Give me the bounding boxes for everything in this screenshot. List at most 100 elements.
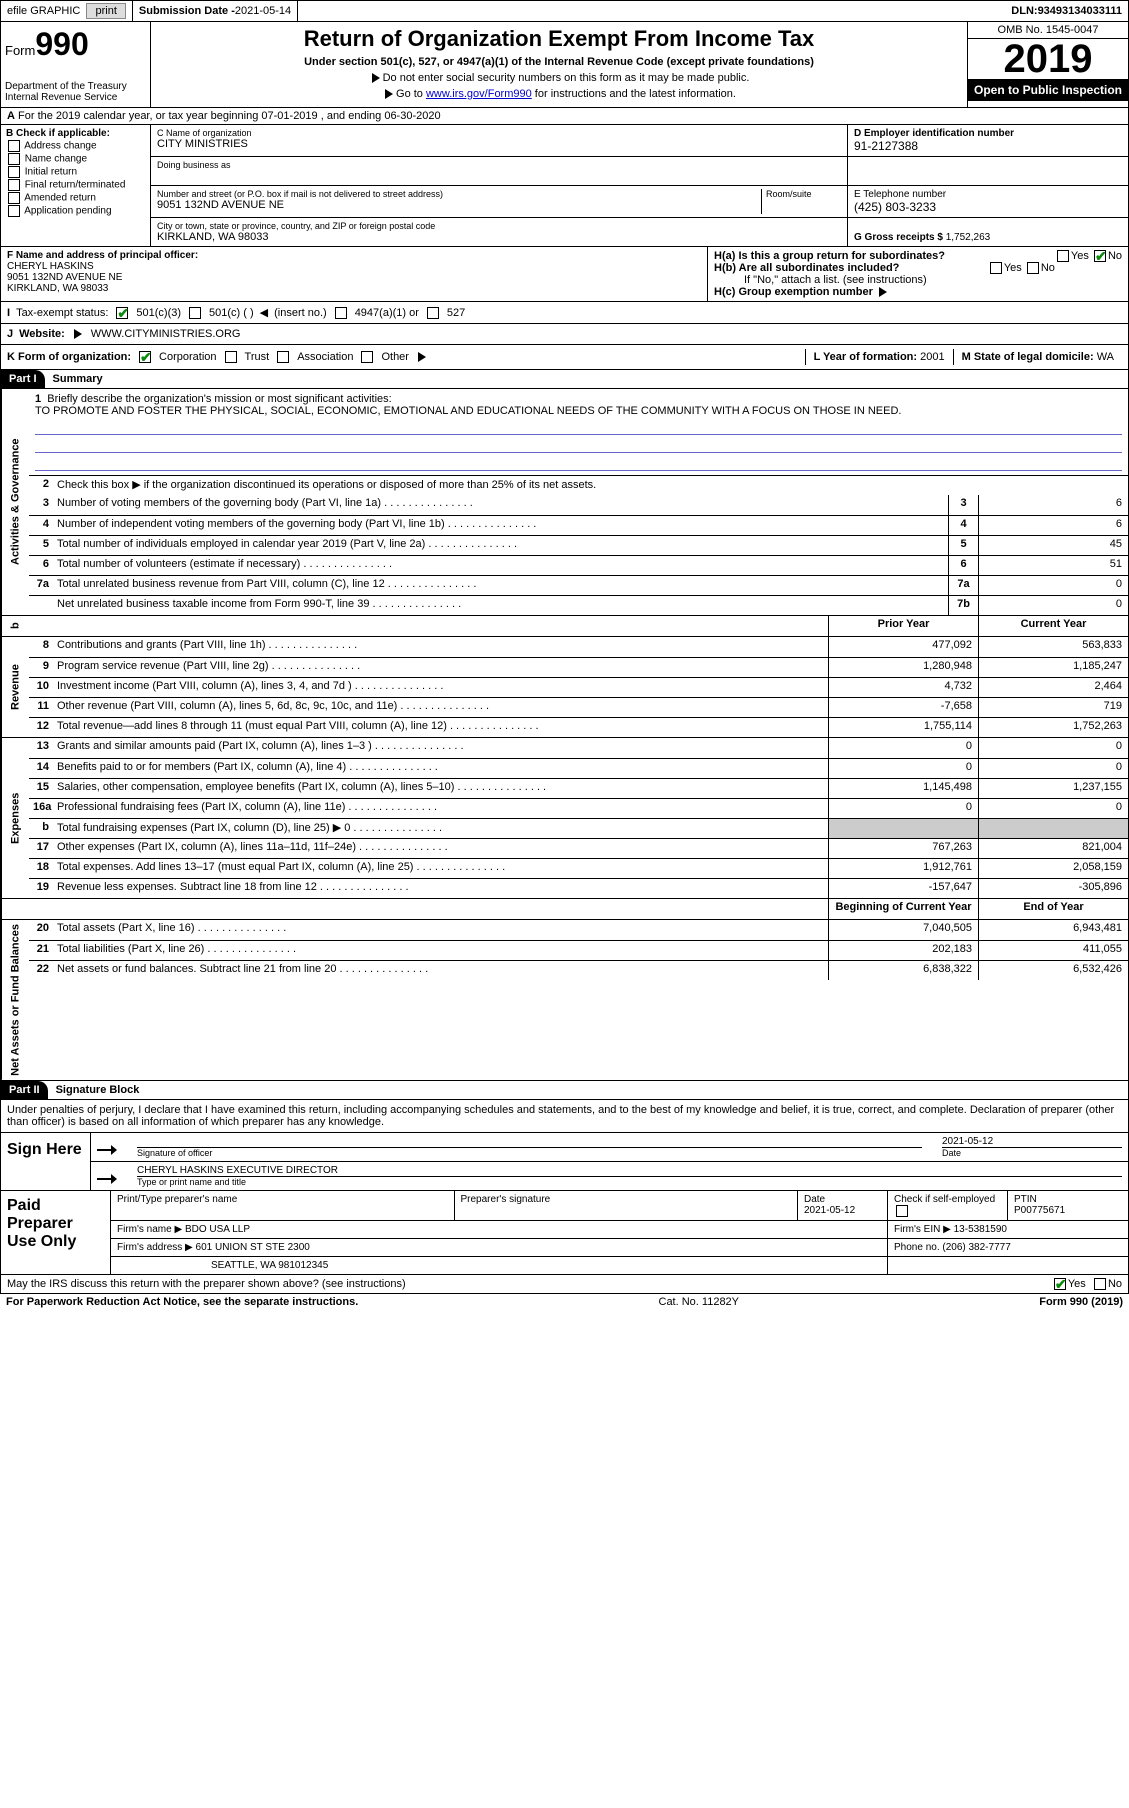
checkbox-527[interactable]: [427, 307, 439, 319]
row-i-tax-status: I Tax-exempt status: 501(c)(3) 501(c) ( …: [0, 302, 1129, 324]
form-subtitle: Under section 501(c), 527, or 4947(a)(1)…: [157, 56, 961, 68]
revenue-header: b Prior Year Current Year: [0, 616, 1129, 637]
state-domicile: M State of legal domicile: WA: [953, 349, 1122, 365]
checkbox-discuss-yes[interactable]: [1054, 1278, 1066, 1290]
table-row: 11Other revenue (Part VIII, column (A), …: [29, 697, 1128, 717]
table-row: 12Total revenue—add lines 8 through 11 (…: [29, 717, 1128, 737]
paid-row-1: Print/Type preparer's name Preparer's si…: [111, 1191, 1128, 1221]
table-row: 22Net assets or fund balances. Subtract …: [29, 960, 1128, 980]
side-net-assets: Net Assets or Fund Balances: [1, 920, 29, 1080]
paid-row-2: Firm's name ▶ BDO USA LLP Firm's EIN ▶ 1…: [111, 1221, 1128, 1239]
checkbox-initial-return[interactable]: [8, 166, 20, 178]
section-net-assets: Net Assets or Fund Balances 20Total asse…: [0, 920, 1129, 1081]
table-row: 20Total assets (Part X, line 16)7,040,50…: [29, 920, 1128, 940]
triangle-icon: [372, 73, 380, 83]
paid-row-3: Firm's address ▶ 601 UNION ST STE 2300 P…: [111, 1239, 1128, 1257]
year-formation: L Year of formation: 2001: [805, 349, 953, 365]
checkbox-amended[interactable]: [8, 192, 20, 204]
arrow-icon: [97, 1145, 117, 1155]
row-f-h: F Name and address of principal officer:…: [0, 247, 1129, 302]
triangle-icon: [385, 89, 393, 99]
efile-label: efile GRAPHIC print: [1, 1, 133, 21]
checkbox-application-pending[interactable]: [8, 205, 20, 217]
section-expenses: Expenses 13Grants and similar amounts pa…: [0, 738, 1129, 899]
row-j-website: J Website: WWW.CITYMINISTRIES.ORG: [0, 324, 1129, 345]
table-row: 5Total number of individuals employed in…: [29, 535, 1128, 555]
phone-cell: E Telephone number (425) 803-3233: [848, 186, 1128, 217]
triangle-icon: [74, 329, 82, 339]
checkbox-hb-yes[interactable]: [990, 262, 1002, 274]
table-row: 15Salaries, other compensation, employee…: [29, 778, 1128, 798]
paid-preparer-block: Paid Preparer Use Only Print/Type prepar…: [1, 1190, 1128, 1274]
table-row: 3Number of voting members of the governi…: [29, 495, 1128, 515]
checkbox-name-change[interactable]: [8, 153, 20, 165]
form-header: Form990 Department of the Treasury Inter…: [0, 22, 1129, 108]
arrow-icon: [97, 1174, 117, 1184]
gross-receipts-cell: G Gross receipts $ 1,752,263: [848, 218, 1128, 246]
checkbox-other[interactable]: [361, 351, 373, 363]
sign-here-label: Sign Here: [1, 1133, 91, 1190]
table-row: 13Grants and similar amounts paid (Part …: [29, 738, 1128, 758]
open-inspection: Open to Public Inspection: [968, 79, 1128, 101]
row-k-org-form: K Form of organization: Corporation Trus…: [0, 345, 1129, 370]
org-info-grid: B Check if applicable: Address change Na…: [0, 125, 1129, 247]
irs-link[interactable]: www.irs.gov/Form990: [426, 88, 532, 100]
checkbox-self-employed[interactable]: [896, 1205, 908, 1217]
table-row: 7aTotal unrelated business revenue from …: [29, 575, 1128, 595]
form-title-block: Return of Organization Exempt From Incom…: [151, 22, 968, 107]
print-button[interactable]: print: [86, 3, 125, 19]
part1-header: Part ISummary: [0, 370, 1129, 389]
ein-cell: D Employer identification number 91-2127…: [848, 125, 1128, 156]
table-row: 6Total number of volunteers (estimate if…: [29, 555, 1128, 575]
table-row: 4Number of independent voting members of…: [29, 515, 1128, 535]
section-revenue: Revenue 8Contributions and grants (Part …: [0, 637, 1129, 738]
dln: DLN: 93493134033111: [1005, 1, 1128, 21]
checkbox-final-return[interactable]: [8, 179, 20, 191]
dba-cell: Doing business as: [151, 157, 848, 185]
table-row: 19Revenue less expenses. Subtract line 1…: [29, 878, 1128, 898]
submission-date: Submission Date - 2021-05-14: [133, 1, 298, 21]
checkbox-assoc[interactable]: [277, 351, 289, 363]
signature-block: Under penalties of perjury, I declare th…: [0, 1100, 1129, 1294]
part2-header: Part IISignature Block: [0, 1081, 1129, 1100]
table-row: 10Investment income (Part VIII, column (…: [29, 677, 1128, 697]
checkbox-501c3[interactable]: [116, 307, 128, 319]
officer-signature[interactable]: Signature of officer: [137, 1136, 922, 1158]
checkbox-501c[interactable]: [189, 307, 201, 319]
checkbox-address-change[interactable]: [8, 140, 20, 152]
org-name-cell: C Name of organization CITY MINISTRIES: [151, 125, 848, 156]
checkbox-hb-no[interactable]: [1027, 262, 1039, 274]
street-cell: Number and street (or P.O. box if mail i…: [151, 186, 848, 217]
side-governance: Activities & Governance: [1, 389, 29, 615]
row-a-period: A For the 2019 calendar year, or tax yea…: [0, 108, 1129, 125]
line-2: 2Check this box ▶ if the organization di…: [29, 475, 1128, 495]
mission-block: 1 Briefly describe the organization's mi…: [29, 389, 1128, 475]
checkbox-discuss-no[interactable]: [1094, 1278, 1106, 1290]
table-row: 14Benefits paid to or for members (Part …: [29, 758, 1128, 778]
table-row: 9Program service revenue (Part VIII, lin…: [29, 657, 1128, 677]
principal-officer: F Name and address of principal officer:…: [1, 247, 708, 301]
form-title: Return of Organization Exempt From Incom…: [157, 26, 961, 52]
table-row: 8Contributions and grants (Part VIII, li…: [29, 637, 1128, 657]
checkbox-ha-no[interactable]: [1094, 250, 1106, 262]
group-return-block: H(a) Is this a group return for subordin…: [708, 247, 1128, 301]
table-row: 17Other expenses (Part IX, column (A), l…: [29, 838, 1128, 858]
checkbox-trust[interactable]: [225, 351, 237, 363]
table-row: 16aProfessional fundraising fees (Part I…: [29, 798, 1128, 818]
net-header: Beginning of Current Year End of Year: [0, 899, 1129, 920]
paid-row-4: SEATTLE, WA 981012345: [111, 1257, 1128, 1274]
checkbox-4947[interactable]: [335, 307, 347, 319]
discuss-preparer-row: May the IRS discuss this return with the…: [1, 1274, 1128, 1293]
col-b-checkboxes: B Check if applicable: Address change Na…: [1, 125, 151, 246]
side-revenue: Revenue: [1, 637, 29, 737]
form-id-block: Form990 Department of the Treasury Inter…: [1, 22, 151, 107]
city-cell: City or town, state or province, country…: [151, 218, 848, 246]
checkbox-corp[interactable]: [139, 351, 151, 363]
perjury-declaration: Under penalties of perjury, I declare th…: [1, 1100, 1128, 1132]
dept-treasury: Department of the Treasury Internal Reve…: [5, 81, 146, 103]
table-row: 21Total liabilities (Part X, line 26)202…: [29, 940, 1128, 960]
table-row: 18Total expenses. Add lines 13–17 (must …: [29, 858, 1128, 878]
checkbox-ha-yes[interactable]: [1057, 250, 1069, 262]
year-block: OMB No. 1545-0047 2019 Open to Public In…: [968, 22, 1128, 107]
table-row: Net unrelated business taxable income fr…: [29, 595, 1128, 615]
